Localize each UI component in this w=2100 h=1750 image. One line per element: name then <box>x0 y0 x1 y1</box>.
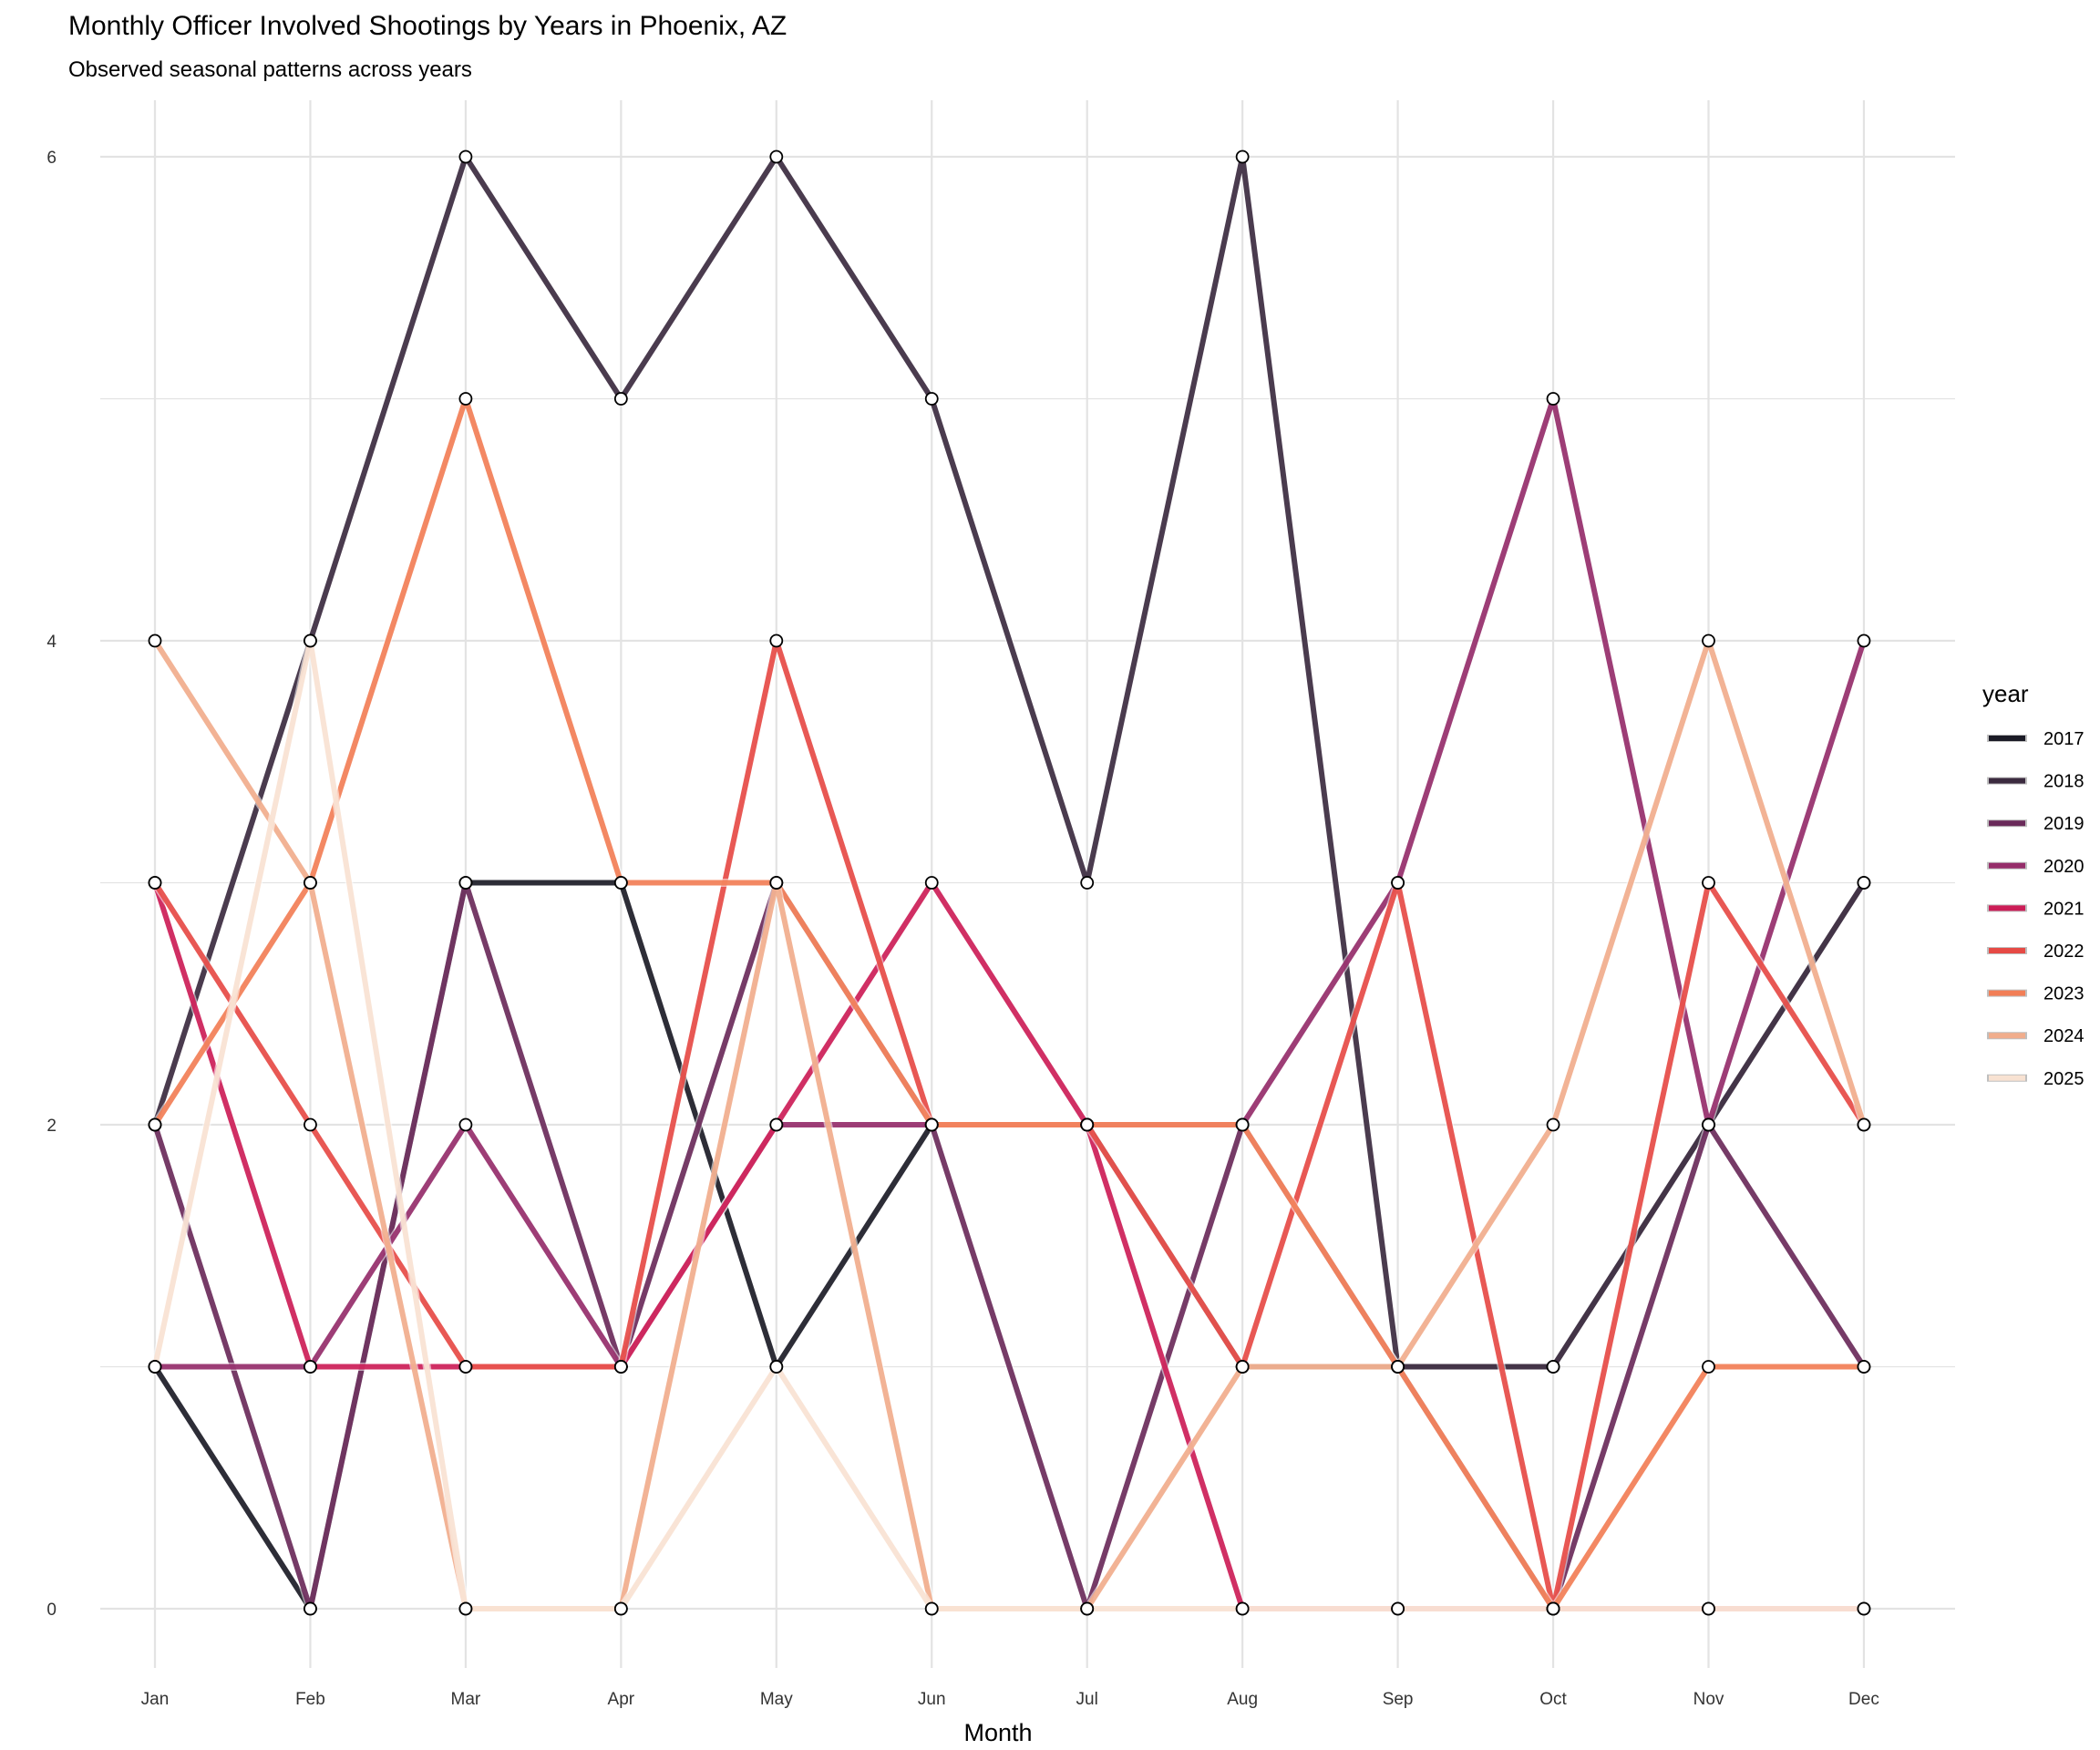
data-point-2025 <box>1235 1601 1250 1616</box>
legend-label-2024: 2024 <box>2043 1026 2085 1046</box>
data-point-2019 <box>304 1601 317 1616</box>
chart-title: Monthly Officer Involved Shootings by Ye… <box>68 11 787 41</box>
x-tick-label: Apr <box>608 1690 635 1709</box>
data-point-2025 <box>1080 1601 1095 1616</box>
x-axis-title: Month <box>963 1719 1032 1746</box>
data-point-2023 <box>1080 1117 1095 1132</box>
series-line-2025 <box>152 638 1864 1611</box>
legend-label-2021: 2021 <box>2043 899 2085 919</box>
data-point-2024 <box>1857 1117 1871 1132</box>
series-lines <box>150 152 1868 1613</box>
data-point-2018 <box>1080 876 1095 890</box>
data-point-2024 <box>1235 1360 1250 1374</box>
data-point-2025 <box>613 1601 628 1616</box>
data-point-2023 <box>148 1117 162 1132</box>
data-point-2023 <box>613 876 628 890</box>
x-tick-label: Oct <box>1539 1690 1567 1709</box>
data-point-2023 <box>1857 1360 1871 1374</box>
data-point-2025 <box>1391 1601 1405 1616</box>
data-point-2025 <box>1857 1601 1871 1616</box>
data-points <box>148 149 1871 1616</box>
data-point-2022 <box>1391 876 1405 890</box>
data-point-2020 <box>1702 1117 1715 1132</box>
data-point-2024 <box>304 876 317 890</box>
x-tick-label: Jun <box>918 1690 946 1709</box>
x-tick-label: Nov <box>1693 1690 1724 1709</box>
series-line-2019 <box>152 880 1867 1611</box>
series-line-2023 <box>152 396 1864 1611</box>
data-point-2018 <box>1857 876 1871 890</box>
data-point-2019 <box>458 876 473 890</box>
data-point-2025 <box>148 1360 162 1374</box>
legend-label-2019: 2019 <box>2043 814 2085 834</box>
data-point-2024 <box>769 876 784 890</box>
legend-label-2023: 2023 <box>2043 984 2085 1004</box>
x-tick-label: May <box>760 1690 793 1709</box>
x-tick-label: Mar <box>451 1690 481 1709</box>
y-tick-label: 4 <box>46 633 57 652</box>
data-point-2025 <box>458 1601 473 1616</box>
x-tick-label: Sep <box>1383 1690 1414 1709</box>
data-point-2025 <box>924 1601 939 1616</box>
data-point-2020 <box>458 1117 473 1132</box>
data-point-2018 <box>924 392 939 406</box>
data-point-2022 <box>613 1360 628 1374</box>
legend-label-2018: 2018 <box>2043 772 2085 792</box>
x-tick-label: Dec <box>1848 1690 1879 1709</box>
data-point-2024 <box>1702 633 1715 648</box>
data-point-2023 <box>458 392 473 406</box>
legend-label-2025: 2025 <box>2043 1069 2085 1089</box>
data-point-2024 <box>148 633 162 648</box>
y-axis-ticks: 0 2 4 6 <box>46 149 57 1620</box>
data-point-2020 <box>1546 392 1560 406</box>
data-point-2021 <box>924 876 939 890</box>
data-point-2022 <box>458 1360 473 1374</box>
legend-label-2022: 2022 <box>2043 942 2085 962</box>
data-point-2025 <box>1546 1601 1560 1616</box>
x-tick-label: Aug <box>1227 1690 1258 1709</box>
y-tick-label: 2 <box>46 1117 57 1136</box>
data-point-2018 <box>458 149 473 164</box>
y-tick-label: 6 <box>46 149 57 168</box>
series-halo-2018 <box>150 152 1868 1371</box>
x-tick-label: Jul <box>1076 1690 1098 1709</box>
data-point-2018 <box>1235 149 1250 164</box>
legend-title: year <box>1982 680 2029 707</box>
data-point-2020 <box>1857 633 1871 648</box>
data-point-2022 <box>304 1117 317 1132</box>
data-point-2023 <box>1235 1117 1250 1132</box>
data-point-2025 <box>1702 1601 1715 1616</box>
y-tick-label: 0 <box>46 1601 57 1620</box>
data-point-2018 <box>1546 1360 1560 1374</box>
x-axis-ticks: Jan Feb Mar Apr May Jun Jul Aug Sep Oct Nov Dec <box>141 1690 1879 1709</box>
series-line-2018 <box>152 154 1867 1370</box>
x-tick-label: Feb <box>295 1690 325 1709</box>
data-point-2022 <box>1702 876 1715 890</box>
legend: year 2017 2018 2019 2020 2021 2022 2023 2024 202… <box>1982 680 2085 1089</box>
data-point-2022 <box>769 633 784 648</box>
data-point-2021 <box>304 1360 317 1374</box>
data-point-2023 <box>924 1117 939 1132</box>
chart-subtitle: Observed seasonal patterns across years <box>68 57 472 82</box>
data-point-2022 <box>148 876 162 890</box>
data-point-2021 <box>769 1117 784 1132</box>
data-point-2018 <box>769 149 784 164</box>
data-point-2025 <box>304 633 317 648</box>
legend-label-2020: 2020 <box>2043 857 2085 877</box>
data-point-2018 <box>613 392 628 406</box>
x-tick-label: Jan <box>141 1690 170 1709</box>
legend-label-2017: 2017 <box>2043 729 2085 749</box>
data-point-2024 <box>1391 1360 1405 1374</box>
data-point-2023 <box>1702 1360 1715 1374</box>
data-point-2025 <box>769 1360 784 1374</box>
data-point-2024 <box>1546 1117 1560 1132</box>
